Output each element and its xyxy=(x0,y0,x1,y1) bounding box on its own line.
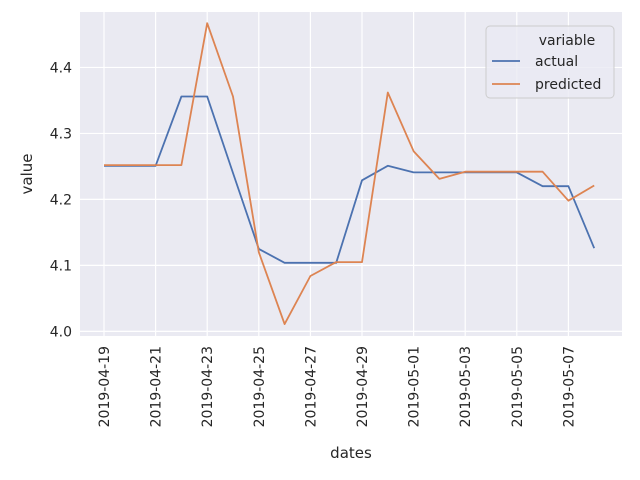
y-tick-label: 4.0 xyxy=(50,324,72,340)
legend-label-actual: actual xyxy=(535,54,578,70)
x-axis-label: dates xyxy=(330,444,372,462)
x-axis-ticks: 2019-04-19 2019-04-21 2019-04-23 2019-04-25… xyxy=(97,346,577,427)
x-tick-label: 2019-05-05 xyxy=(510,346,526,427)
legend-box xyxy=(485,25,615,99)
x-tick-label: 2019-04-27 xyxy=(303,346,319,427)
y-tick-label: 4.1 xyxy=(50,258,72,274)
x-tick-label: 2019-04-21 xyxy=(149,346,165,427)
y-axis-ticks: 4.0 4.1 4.2 4.3 4.4 xyxy=(50,60,72,340)
legend-label-predicted: predicted xyxy=(535,77,601,93)
y-tick-label: 4.4 xyxy=(50,60,72,76)
legend: variable actual predicted xyxy=(485,25,615,99)
y-axis-label: value xyxy=(18,154,36,195)
y-tick-label: 4.2 xyxy=(50,192,72,208)
series-line-predicted xyxy=(104,22,595,326)
legend-title: variable xyxy=(539,33,595,49)
x-tick-label: 2019-04-25 xyxy=(252,346,268,427)
series-layer xyxy=(104,22,596,326)
x-tick-label: 2019-05-07 xyxy=(561,346,577,427)
x-tick-label: 2019-04-29 xyxy=(355,346,371,427)
x-tick-label: 2019-05-01 xyxy=(407,346,423,427)
x-tick-label: 2019-04-23 xyxy=(200,346,216,427)
gridlines xyxy=(80,12,622,336)
y-tick-label: 4.3 xyxy=(50,126,72,142)
x-tick-label: 2019-05-03 xyxy=(458,346,474,427)
x-tick-label: 2019-04-19 xyxy=(97,346,113,427)
